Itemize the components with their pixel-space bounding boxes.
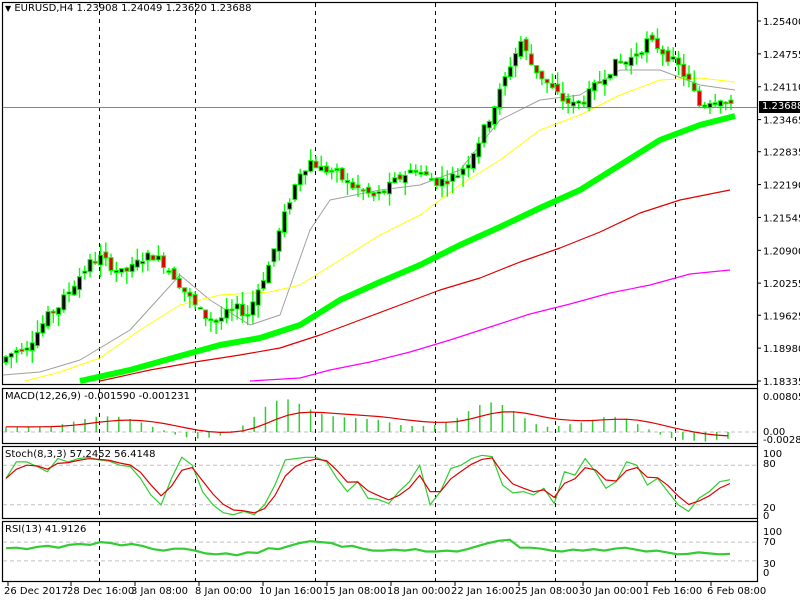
macd-label: MACD(12,26,9) -0.001590 -0.001231 bbox=[5, 391, 190, 402]
rsi-tick-label: 30 bbox=[763, 559, 776, 570]
price-tick-label: 1.18335 bbox=[763, 377, 800, 388]
rsi-indicator bbox=[3, 538, 757, 562]
ma-green-thick-line bbox=[79, 113, 736, 384]
price-tick-label: 1.21545 bbox=[763, 213, 800, 224]
price-axis[interactable]: 1.25400 1.24755 1.24110 1.23465 1.22835 1.221… bbox=[757, 2, 800, 582]
stoch-tick-label: 80 bbox=[763, 459, 776, 470]
time-tick-label: 28 Dec 16:00 bbox=[67, 586, 134, 597]
rsi-tick-label: 0 bbox=[763, 568, 769, 579]
price-tick-label: 1.18980 bbox=[763, 344, 800, 355]
price-tick-label: 1.19625 bbox=[763, 311, 800, 322]
stoch-tick-label: 20 bbox=[763, 503, 776, 514]
macd-tick-label: 0.00 bbox=[763, 427, 785, 438]
stoch-tick-label: 0 bbox=[763, 511, 769, 522]
time-tick-label: 30 Jan 00:00 bbox=[579, 586, 642, 597]
rsi-tick-label: 70 bbox=[763, 537, 776, 548]
stoch-main-line bbox=[5, 454, 731, 516]
time-tick-label: 8 Jan 00:00 bbox=[195, 586, 252, 597]
rsi-label: RSI(13) 41.9126 bbox=[5, 524, 87, 535]
indicator-axes: 0.008050.00-0.0028391008020010070300 bbox=[763, 392, 800, 579]
ma-gray-line bbox=[2, 69, 736, 376]
time-axis[interactable]: 26 Dec 2017 28 Dec 16:003 Jan 08:00 8 Jan … bbox=[4, 582, 766, 597]
macd-indicator bbox=[3, 399, 757, 442]
time-tick-label: 15 Jan 08:00 bbox=[323, 586, 386, 597]
rsi-line bbox=[5, 538, 731, 557]
dropdown-triangle-icon[interactable]: ▼ bbox=[5, 4, 12, 13]
macd-tick-label: -0.002839 bbox=[763, 435, 800, 446]
chart-title: ▼ EURUSD,H4 1.23908 1.24049 1.23620 1.23… bbox=[5, 3, 251, 15]
price-tick-label: 1.20255 bbox=[763, 279, 800, 290]
ma-red-line bbox=[99, 189, 731, 382]
time-tick-label: 22 Jan 16:00 bbox=[451, 586, 514, 597]
price-tick-label: 1.22190 bbox=[763, 181, 800, 192]
price-tick-label: 1.20900 bbox=[763, 246, 800, 257]
time-tick-label: 26 Dec 2017 bbox=[4, 586, 68, 597]
moving-averages bbox=[2, 69, 736, 384]
time-tick-label: 6 Feb 08:00 bbox=[707, 586, 766, 597]
ma-magenta-line bbox=[249, 269, 731, 382]
candlesticks bbox=[3, 28, 734, 369]
stoch-signal-line bbox=[5, 457, 731, 514]
ma-yellow-line bbox=[24, 77, 736, 382]
price-tick-label: 1.23465 bbox=[763, 116, 800, 127]
stoch-label: Stoch(8,3,3) 57.2452 56.4148 bbox=[5, 449, 156, 460]
time-tick-label: 25 Jan 08:00 bbox=[515, 586, 578, 597]
time-tick-label: 18 Jan 00:00 bbox=[387, 586, 450, 597]
stoch-indicator bbox=[3, 454, 757, 516]
price-tick-label: 1.24755 bbox=[763, 50, 800, 61]
stoch-tick-label: 100 bbox=[763, 449, 782, 460]
price-tick-label: 1.25400 bbox=[763, 17, 800, 28]
symbol-ohlc-label: EURUSD,H4 1.23908 1.24049 1.23620 1.2368… bbox=[14, 3, 252, 14]
time-tick-label: 3 Jan 08:00 bbox=[131, 586, 188, 597]
current-price-tag: 1.23688 bbox=[759, 101, 800, 113]
pane-frames bbox=[1, 1, 759, 583]
period-separators bbox=[99, 3, 676, 581]
macd-tick-label: 0.00805 bbox=[763, 392, 800, 403]
price-tick-label: 1.22835 bbox=[763, 148, 800, 159]
time-tick-label: 1 Feb 16:00 bbox=[643, 586, 702, 597]
rsi-tick-label: 100 bbox=[763, 527, 782, 538]
time-tick-label: 10 Jan 16:00 bbox=[259, 586, 322, 597]
macd-signal-line bbox=[6, 411, 729, 437]
price-tick-label: 1.24110 bbox=[763, 83, 800, 94]
